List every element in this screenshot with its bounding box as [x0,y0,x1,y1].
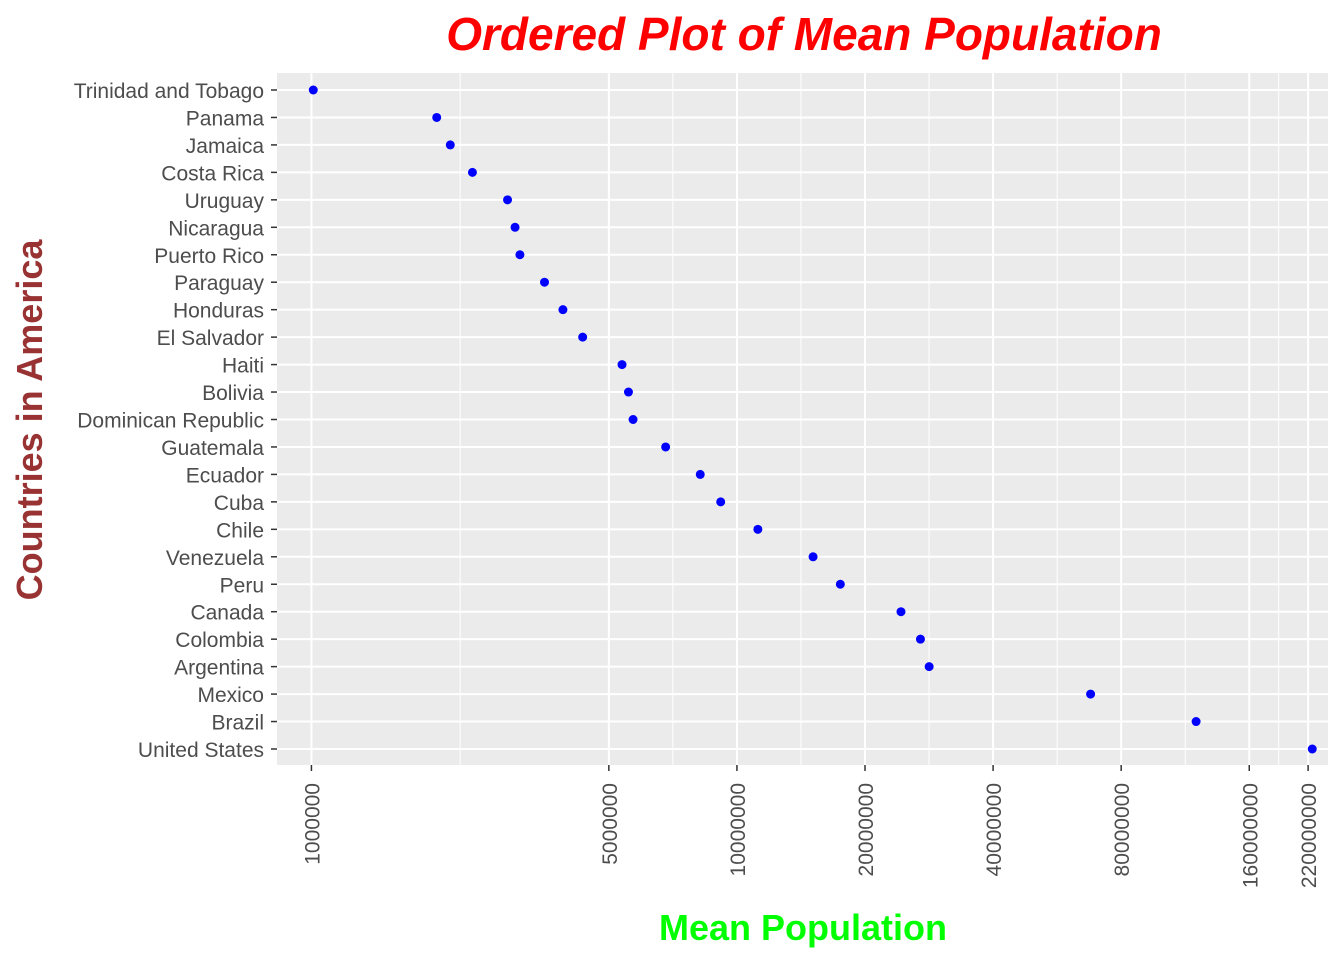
x-tick-label: 160000000 [1239,783,1262,888]
y-tick-label: Chile [216,519,264,542]
data-point [540,277,550,287]
data-point [896,607,906,617]
y-tick-label: Peru [220,574,264,597]
data-point [510,222,520,232]
y-tick-label: Costa Rica [161,162,264,185]
data-point [432,112,442,122]
y-tick-label: Argentina [174,657,264,680]
y-tick-label: El Salvador [157,327,264,350]
data-point [1307,744,1317,754]
y-tick-label: Guatemala [161,437,264,460]
x-tick-label: 80000000 [1111,783,1134,876]
y-tick-label: Puerto Rico [154,245,264,268]
x-tick-label: 40000000 [983,783,1006,876]
y-tick-label: Nicaragua [168,217,264,240]
data-point [915,634,925,644]
y-tick-label: Jamaica [186,135,265,158]
data-point [1086,689,1096,699]
data-point [924,662,934,672]
data-point [835,579,845,589]
data-point [558,305,568,315]
x-tick-label: 1000000 [301,783,324,865]
x-tick-label: 220000000 [1298,783,1321,888]
data-point [578,332,588,342]
y-tick-label: Ecuador [186,464,264,487]
y-tick-label: Colombia [175,629,264,652]
y-tick-label: Uruguay [185,190,265,213]
x-tick-label: 20000000 [855,783,878,876]
data-point [695,469,705,479]
data-point [808,552,818,562]
data-point [661,442,671,452]
data-point [753,524,763,534]
y-tick-label: Bolivia [202,382,264,405]
data-point [503,195,513,205]
y-tick-label: Cuba [214,492,265,515]
y-tick-label: Trinidad and Tobago [74,80,264,103]
data-point [445,140,455,150]
y-tick-label: Brazil [211,712,264,735]
data-point [617,360,627,370]
data-point [628,415,638,424]
x-axis-label: Mean Population [659,907,947,948]
major-gridlines [277,73,1328,765]
y-axis: Trinidad and Tobago Panama Jamaica Costa Ri… [74,80,277,762]
data-point [515,250,525,260]
y-tick-label: Paraguay [174,272,264,295]
y-tick-label: Venezuela [166,547,264,570]
data-point [467,167,477,177]
data-point [623,387,633,397]
x-axis: 1000000 5000000 10000000 20000000 40000000 80… [301,765,1321,888]
data-point [308,85,318,95]
y-tick-label: Dominican Republic [77,410,264,433]
data-point [1191,717,1201,727]
chart-title: Ordered Plot of Mean Population [446,8,1162,60]
x-tick-label: 10000000 [727,783,750,876]
y-tick-label: Panama [186,107,265,130]
y-axis-label: Countries in America [9,239,50,601]
y-tick-label: Mexico [197,684,264,707]
y-tick-label: Canada [190,602,264,625]
data-points [308,85,1317,754]
data-point [716,497,726,507]
y-tick-label: United States [138,739,264,762]
x-tick-label: 5000000 [599,783,622,865]
y-tick-label: Haiti [222,355,264,378]
y-tick-label: Honduras [173,300,264,323]
